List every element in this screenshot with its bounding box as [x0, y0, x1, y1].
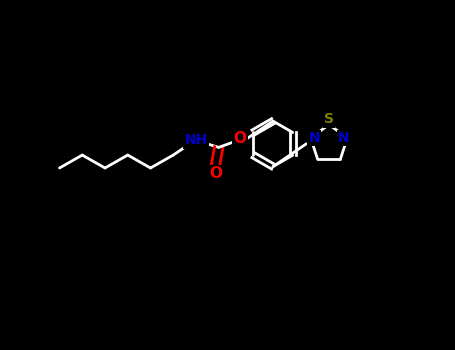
Text: NH: NH: [184, 133, 207, 147]
Text: S: S: [324, 112, 334, 126]
Text: O: O: [233, 131, 246, 146]
Text: N: N: [338, 131, 349, 145]
Text: O: O: [209, 166, 222, 181]
Text: N: N: [308, 131, 320, 145]
